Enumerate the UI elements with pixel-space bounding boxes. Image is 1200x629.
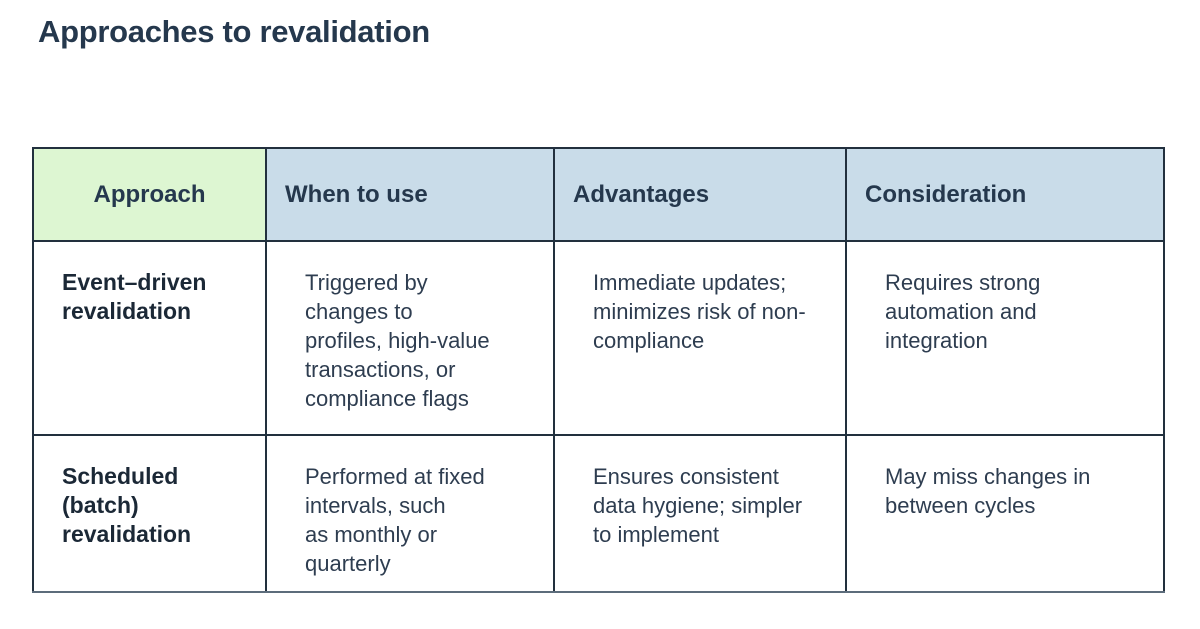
cell-when-to-use: Triggered by changes to profiles, high-v…: [265, 240, 555, 436]
cell-consideration: Requires strong automation and integrati…: [845, 240, 1165, 436]
cell-approach-label: Scheduled (batch) revalidation: [32, 434, 267, 593]
cell-approach-label: Event–driven revalidation: [32, 240, 267, 436]
header-cell-advantages: Advantages: [553, 147, 847, 242]
cell-advantages: Ensures consistent data hygiene; simpler…: [553, 434, 847, 593]
header-cell-approach: Approach: [32, 147, 267, 242]
header-cell-when-to-use: When to use: [265, 147, 555, 242]
page-title: Approaches to revalidation: [38, 14, 430, 49]
revalidation-table: Approach When to use Advantages Consider…: [32, 147, 1165, 593]
header-cell-consideration: Consideration: [845, 147, 1165, 242]
cell-when-to-use: Performed at fixed intervals, such as mo…: [265, 434, 555, 593]
table-row-event-driven: Event–driven revalidation Triggered by c…: [32, 240, 1165, 436]
table-header-row: Approach When to use Advantages Consider…: [32, 147, 1165, 242]
cell-consideration: May miss changes in between cycles: [845, 434, 1165, 593]
cell-advantages: Immediate updates; minimizes risk of non…: [553, 240, 847, 436]
table-row-scheduled-batch: Scheduled (batch) revalidation Performed…: [32, 434, 1165, 593]
